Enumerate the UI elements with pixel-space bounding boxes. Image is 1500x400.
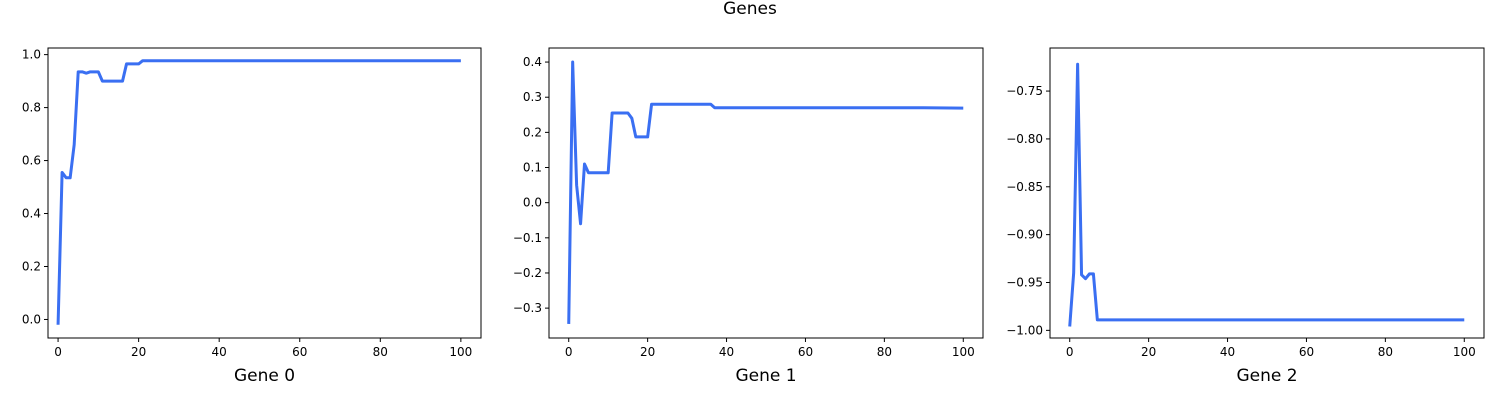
figure-title-text: Genes xyxy=(723,0,777,19)
y-tick-label: 0.3 xyxy=(523,90,542,104)
y-tick-label: −0.95 xyxy=(1006,275,1043,289)
y-tick-label: −0.85 xyxy=(1006,180,1043,194)
x-axis-label: Gene 1 xyxy=(735,366,796,386)
x-tick-label: 20 xyxy=(131,345,146,359)
x-tick-label: 60 xyxy=(292,345,307,359)
y-tick-label: −0.90 xyxy=(1006,228,1043,242)
y-tick-label: 0.0 xyxy=(22,312,41,326)
series-line xyxy=(567,60,964,324)
series-line xyxy=(1068,62,1465,327)
y-tick-label: 1.0 xyxy=(22,48,41,62)
x-tick-label: 40 xyxy=(1220,345,1235,359)
x-tick-label: 80 xyxy=(373,345,388,359)
y-tick-label: −0.75 xyxy=(1006,84,1043,98)
x-tick-label: 80 xyxy=(877,345,892,359)
x-tick-label: 0 xyxy=(1066,345,1074,359)
y-tick-label: 0.8 xyxy=(22,101,41,115)
y-tick-label: −0.3 xyxy=(513,301,542,315)
y-tick-label: 0.4 xyxy=(523,55,542,69)
y-tick-label: −1.00 xyxy=(1006,323,1043,337)
y-tick-label: −0.1 xyxy=(513,231,542,245)
subplot-gene-1: 0 20 40 60 80 100 −0.3 −0.2 −0.1 0.0 0.1 0.2 0.3 0.4 G… xyxy=(513,47,984,386)
x-tick-label: 40 xyxy=(212,345,227,359)
plot-frame xyxy=(548,47,984,339)
y-tick-label: 0.4 xyxy=(22,207,41,221)
y-tick-label: 0.2 xyxy=(22,259,41,273)
y-tick-label: 0.2 xyxy=(523,125,542,139)
y-tick-label: 0.6 xyxy=(22,154,41,168)
x-tick-label: 100 xyxy=(952,345,975,359)
x-tick-label: 60 xyxy=(798,345,813,359)
x-axis-label: Gene 0 xyxy=(234,366,295,386)
y-tick-label: −0.2 xyxy=(513,266,542,280)
x-tick-label: 60 xyxy=(1299,345,1314,359)
x-tick-label: 0 xyxy=(54,345,62,359)
series-line xyxy=(56,59,461,325)
y-tick-label: −0.80 xyxy=(1006,132,1043,146)
y-tick-label: 0.0 xyxy=(523,196,542,210)
subplot-gene-0: 0 20 40 60 80 100 0.0 0.2 0.4 0.6 0.8 1.0 Gene 0 xyxy=(22,47,482,386)
x-tick-label: 20 xyxy=(640,345,655,359)
plot-frame xyxy=(1049,47,1485,339)
x-tick-label: 100 xyxy=(449,345,472,359)
x-tick-label: 100 xyxy=(1453,345,1476,359)
x-tick-label: 20 xyxy=(1141,345,1156,359)
y-tick-label: 0.1 xyxy=(523,161,542,175)
x-tick-label: 80 xyxy=(1378,345,1393,359)
x-axis-label: Gene 2 xyxy=(1236,366,1297,386)
x-tick-label: 0 xyxy=(565,345,573,359)
subplot-gene-2: 0 20 40 60 80 100 −1.00 −0.95 −0.90 −0.85 −0.80 −0.… xyxy=(1006,47,1485,386)
plot-frame xyxy=(47,47,482,339)
x-tick-label: 40 xyxy=(719,345,734,359)
figure-title: Genes xyxy=(0,0,1500,18)
